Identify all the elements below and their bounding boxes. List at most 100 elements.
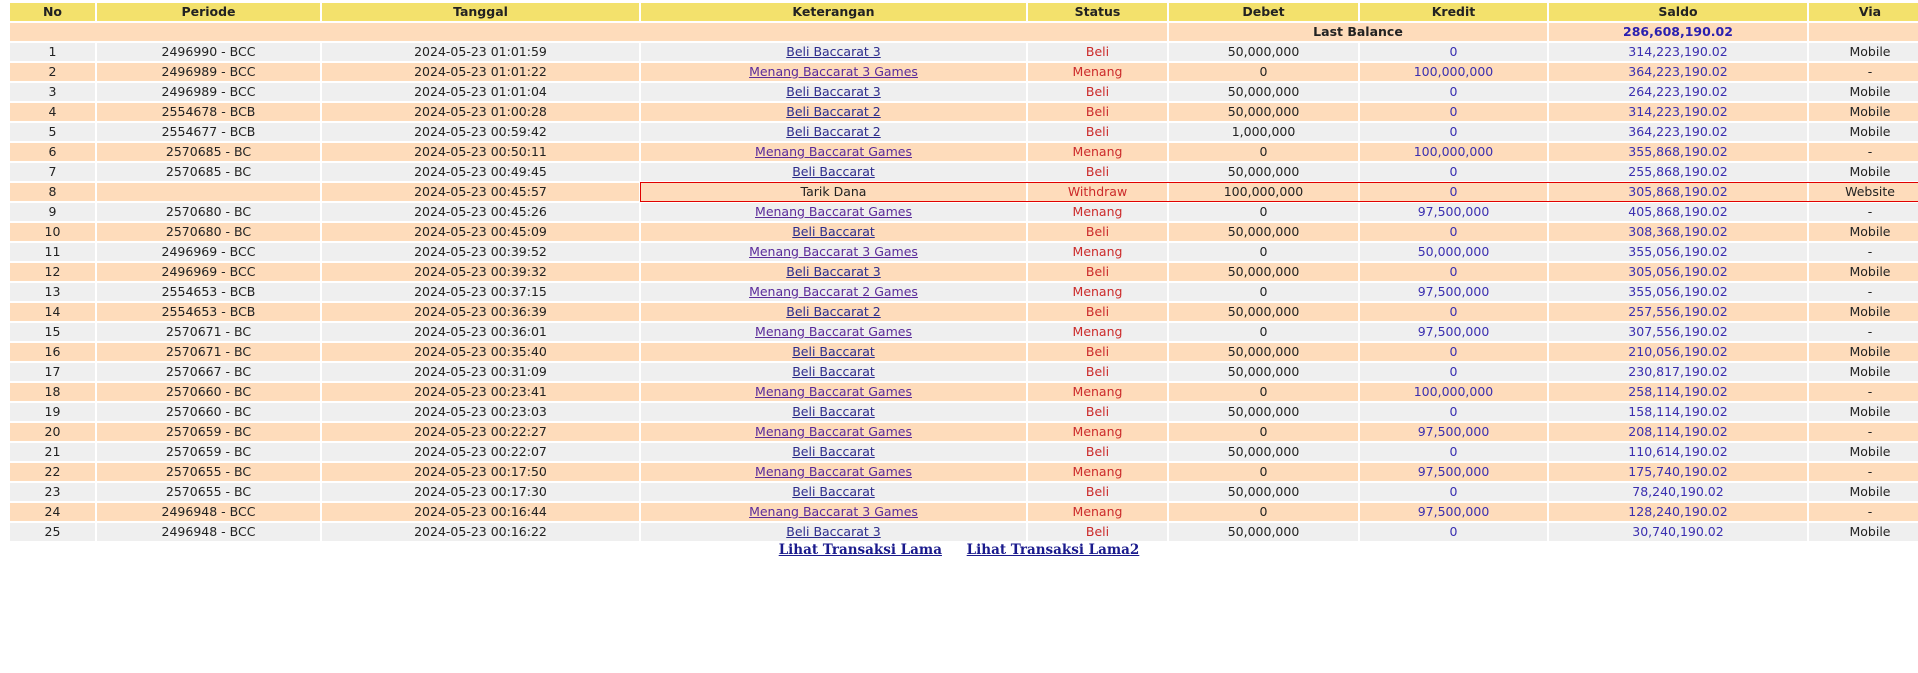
description-link[interactable]: Menang Baccarat Games <box>755 384 912 399</box>
cell-ket: Beli Baccarat <box>641 363 1026 381</box>
col-header-debet: Debet <box>1169 3 1358 21</box>
cell-debet: 50,000,000 <box>1169 163 1358 181</box>
cell-no: 1 <box>10 43 95 61</box>
cell-tanggal: 2024-05-23 00:36:39 <box>322 303 639 321</box>
description-link[interactable]: Beli Baccarat 2 <box>786 304 881 319</box>
col-header-saldo: Saldo <box>1549 3 1807 21</box>
cell-via: - <box>1809 283 1918 301</box>
description-link[interactable]: Menang Baccarat 3 Games <box>749 504 918 519</box>
cell-via: Mobile <box>1809 103 1918 121</box>
description-link[interactable]: Beli Baccarat 2 <box>786 124 881 139</box>
cell-status: Beli <box>1028 43 1167 61</box>
description-link[interactable]: Beli Baccarat 3 <box>786 44 881 59</box>
description-link[interactable]: Beli Baccarat <box>792 344 875 359</box>
cell-debet: 50,000,000 <box>1169 343 1358 361</box>
cell-status: Beli <box>1028 363 1167 381</box>
cell-ket: Menang Baccarat 2 Games <box>641 283 1026 301</box>
cell-debet: 50,000,000 <box>1169 483 1358 501</box>
cell-saldo: 364,223,190.02 <box>1549 63 1807 81</box>
last-balance-label: Last Balance <box>1169 23 1547 41</box>
footer-links: Lihat Transaksi Lama Lihat Transaksi Lam… <box>0 542 1918 558</box>
cell-via: - <box>1809 423 1918 441</box>
table-row: 5 2554677 - BCB 2024-05-23 00:59:42 Beli Ba… <box>10 123 1918 141</box>
description-link[interactable]: Menang Baccarat Games <box>755 144 912 159</box>
cell-no: 21 <box>10 443 95 461</box>
cell-via: - <box>1809 143 1918 161</box>
cell-debet: 0 <box>1169 323 1358 341</box>
cell-debet: 0 <box>1169 423 1358 441</box>
cell-ket: Beli Baccarat 3 <box>641 263 1026 281</box>
cell-saldo: 255,868,190.02 <box>1549 163 1807 181</box>
cell-no: 15 <box>10 323 95 341</box>
description-link[interactable]: Menang Baccarat 3 Games <box>749 244 918 259</box>
table-row: 15 2570671 - BC 2024-05-23 00:36:01 Menang … <box>10 323 1918 341</box>
cell-kredit: 97,500,000 <box>1360 203 1547 221</box>
cell-debet: 50,000,000 <box>1169 363 1358 381</box>
cell-no: 8 <box>10 183 95 201</box>
cell-kredit: 0 <box>1360 303 1547 321</box>
description-link[interactable]: Menang Baccarat 3 Games <box>749 64 918 79</box>
description-link[interactable]: Menang Baccarat Games <box>755 204 912 219</box>
cell-periode: 2570671 - BC <box>97 343 320 361</box>
cell-ket: Beli Baccarat <box>641 223 1026 241</box>
cell-ket: Menang Baccarat 3 Games <box>641 63 1026 81</box>
cell-debet: 50,000,000 <box>1169 43 1358 61</box>
description-link[interactable]: Menang Baccarat Games <box>755 464 912 479</box>
cell-no: 22 <box>10 463 95 481</box>
cell-periode: 2496989 - BCC <box>97 83 320 101</box>
cell-status: Beli <box>1028 303 1167 321</box>
description-link[interactable]: Beli Baccarat <box>792 444 875 459</box>
cell-debet: 0 <box>1169 463 1358 481</box>
old-transactions-2-link[interactable]: Lihat Transaksi Lama2 <box>966 542 1140 558</box>
table-row: 24 2496948 - BCC 2024-05-23 00:16:44 Menang… <box>10 503 1918 521</box>
description-link[interactable]: Beli Baccarat <box>792 484 875 499</box>
cell-ket: Beli Baccarat <box>641 163 1026 181</box>
table-row: 22 2570655 - BC 2024-05-23 00:17:50 Menang … <box>10 463 1918 481</box>
description-link[interactable]: Beli Baccarat 3 <box>786 84 881 99</box>
cell-ket: Menang Baccarat 3 Games <box>641 243 1026 261</box>
description-link[interactable]: Beli Baccarat <box>792 164 875 179</box>
cell-debet: 50,000,000 <box>1169 403 1358 421</box>
cell-via: Mobile <box>1809 483 1918 501</box>
col-header-keterangan: Keterangan <box>641 3 1026 21</box>
description-link[interactable]: Beli Baccarat 2 <box>786 104 881 119</box>
cell-tanggal: 2024-05-23 00:49:45 <box>322 163 639 181</box>
cell-kredit: 50,000,000 <box>1360 243 1547 261</box>
cell-ket: Beli Baccarat 2 <box>641 123 1026 141</box>
description-link[interactable]: Menang Baccarat Games <box>755 324 912 339</box>
cell-via: - <box>1809 383 1918 401</box>
description-link[interactable]: Menang Baccarat 2 Games <box>749 284 918 299</box>
cell-status: Beli <box>1028 343 1167 361</box>
cell-status: Withdraw <box>1028 183 1167 201</box>
cell-via: Mobile <box>1809 363 1918 381</box>
col-header-periode: Periode <box>97 3 320 21</box>
cell-saldo: 78,240,190.02 <box>1549 483 1807 501</box>
cell-debet: 100,000,000 <box>1169 183 1358 201</box>
description-link[interactable]: Beli Baccarat <box>792 224 875 239</box>
cell-kredit: 0 <box>1360 363 1547 381</box>
cell-kredit: 100,000,000 <box>1360 63 1547 81</box>
col-header-tanggal: Tanggal <box>322 3 639 21</box>
cell-periode: 2570655 - BC <box>97 483 320 501</box>
table-row: 9 2570680 - BC 2024-05-23 00:45:26 Menang B… <box>10 203 1918 221</box>
table-row: 4 2554678 - BCB 2024-05-23 01:00:28 Beli Ba… <box>10 103 1918 121</box>
cell-periode: 2554677 - BCB <box>97 123 320 141</box>
cell-tanggal: 2024-05-23 01:00:28 <box>322 103 639 121</box>
description-link[interactable]: Beli Baccarat 3 <box>786 524 881 539</box>
cell-tanggal: 2024-05-23 00:23:03 <box>322 403 639 421</box>
cell-via: Mobile <box>1809 303 1918 321</box>
cell-periode: 2496989 - BCC <box>97 63 320 81</box>
old-transactions-link[interactable]: Lihat Transaksi Lama <box>778 542 942 558</box>
description-link[interactable]: Beli Baccarat <box>792 404 875 419</box>
cell-periode: 2570660 - BC <box>97 403 320 421</box>
cell-debet: 50,000,000 <box>1169 523 1358 541</box>
cell-saldo: 305,056,190.02 <box>1549 263 1807 281</box>
col-header-no: No <box>10 3 95 21</box>
description-link[interactable]: Beli Baccarat <box>792 364 875 379</box>
description-link[interactable]: Beli Baccarat 3 <box>786 264 881 279</box>
cell-via: Website <box>1809 183 1918 201</box>
cell-debet: 0 <box>1169 243 1358 261</box>
table-row: 10 2570680 - BC 2024-05-23 00:45:09 Beli Ba… <box>10 223 1918 241</box>
cell-no: 5 <box>10 123 95 141</box>
description-link[interactable]: Menang Baccarat Games <box>755 424 912 439</box>
